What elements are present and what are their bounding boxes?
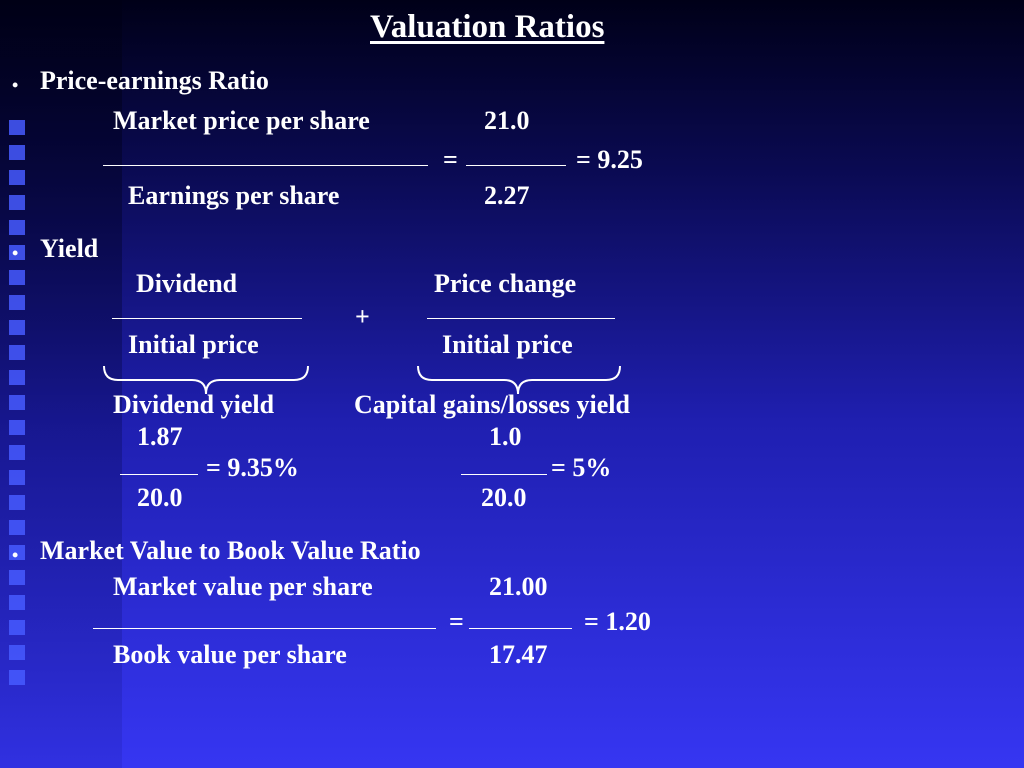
yield-heading: Yield bbox=[40, 234, 99, 263]
decorative-square bbox=[9, 270, 25, 285]
decorative-square bbox=[9, 645, 25, 660]
capital-yield-label: Capital gains/losses yield bbox=[354, 390, 630, 419]
dividend-numerator: 1.87 bbox=[137, 422, 183, 451]
yield-fraction-line-right bbox=[427, 318, 615, 319]
bullet-icon: • bbox=[12, 243, 19, 263]
pe-numerator-value: 21.0 bbox=[484, 106, 530, 135]
pe-denominator-label: Earnings per share bbox=[128, 181, 340, 210]
pe-equals-sign: = bbox=[443, 145, 458, 174]
decorative-square bbox=[9, 370, 25, 385]
dividend-fraction-line bbox=[120, 474, 198, 475]
mvbv-denominator-label: Book value per share bbox=[113, 640, 347, 669]
mvbv-result: = 1.20 bbox=[584, 607, 651, 636]
capital-denominator: 20.0 bbox=[481, 483, 527, 512]
dividend-brace-icon bbox=[103, 365, 309, 395]
yield-price-change-label: Price change bbox=[434, 269, 577, 298]
decorative-square bbox=[9, 395, 25, 410]
decorative-square bbox=[9, 195, 25, 210]
decorative-square bbox=[9, 420, 25, 435]
slide-title: Valuation Ratios bbox=[370, 9, 605, 45]
yield-dividend-label: Dividend bbox=[136, 269, 238, 298]
capital-result: = 5% bbox=[551, 453, 612, 482]
capital-fraction-line bbox=[461, 474, 547, 475]
mvbv-denominator-value: 17.47 bbox=[489, 640, 548, 669]
mvbv-fraction-line-right bbox=[469, 628, 572, 629]
pe-result: = 9.25 bbox=[576, 145, 643, 174]
yield-plus-sign: + bbox=[355, 302, 370, 331]
decorative-square bbox=[9, 295, 25, 310]
bullet-icon: • bbox=[12, 545, 19, 565]
decorative-square bbox=[9, 670, 25, 685]
decorative-square bbox=[9, 170, 25, 185]
mvbv-heading: Market Value to Book Value Ratio bbox=[40, 536, 421, 565]
mvbv-fraction-line-left bbox=[93, 628, 436, 629]
bullet-icon: • bbox=[12, 75, 19, 95]
pe-fraction-line-right bbox=[466, 165, 566, 166]
decorative-square bbox=[9, 520, 25, 535]
decorative-square bbox=[9, 495, 25, 510]
decorative-square bbox=[9, 620, 25, 635]
capital-numerator: 1.0 bbox=[489, 422, 522, 451]
decorative-square bbox=[9, 145, 25, 160]
decorative-square bbox=[9, 545, 25, 560]
decorative-square bbox=[9, 320, 25, 335]
decorative-square bbox=[9, 220, 25, 235]
pe-denominator-value: 2.27 bbox=[484, 181, 530, 210]
pe-heading: Price-earnings Ratio bbox=[40, 66, 269, 95]
decorative-square bbox=[9, 445, 25, 460]
dividend-result: = 9.35% bbox=[206, 453, 299, 482]
mvbv-numerator-value: 21.00 bbox=[489, 572, 548, 601]
decorative-square bbox=[9, 345, 25, 360]
dividend-yield-label: Dividend yield bbox=[113, 390, 275, 419]
decorative-square bbox=[9, 470, 25, 485]
decorative-square bbox=[9, 120, 25, 135]
mvbv-equals-sign: = bbox=[449, 607, 464, 636]
decorative-square bbox=[9, 595, 25, 610]
decorative-side-strip bbox=[0, 0, 122, 768]
pe-numerator-label: Market price per share bbox=[113, 106, 370, 135]
decorative-square bbox=[9, 570, 25, 585]
yield-initial-price-right: Initial price bbox=[442, 330, 573, 359]
yield-fraction-line-left bbox=[112, 318, 302, 319]
yield-initial-price-left: Initial price bbox=[128, 330, 259, 359]
pe-fraction-line-left bbox=[103, 165, 428, 166]
decorative-square bbox=[9, 245, 25, 260]
dividend-denominator: 20.0 bbox=[137, 483, 183, 512]
mvbv-numerator-label: Market value per share bbox=[113, 572, 373, 601]
capital-brace-icon bbox=[417, 365, 621, 395]
